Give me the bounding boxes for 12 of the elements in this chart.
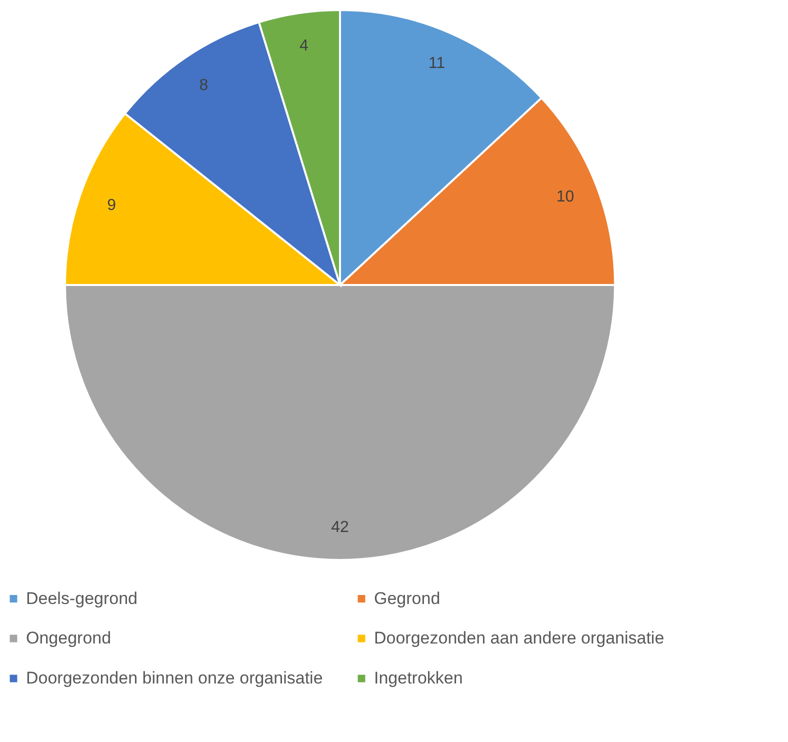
data-label: 9 bbox=[107, 197, 116, 214]
data-label: 8 bbox=[199, 77, 208, 94]
legend-label: Ongegrond bbox=[26, 628, 112, 648]
data-label: 4 bbox=[299, 38, 308, 55]
data-label: 11 bbox=[428, 55, 446, 72]
data-label: 42 bbox=[331, 519, 349, 536]
legend-label: Doorgezonden binnen onze organisatie bbox=[26, 668, 323, 688]
legend-label: Ingetrokken bbox=[374, 668, 463, 688]
legend-label: Gegrond bbox=[374, 588, 440, 608]
legend-label: Deels-gegrond bbox=[26, 588, 138, 608]
legend-label: Doorgezonden aan andere organisatie bbox=[374, 628, 664, 648]
data-label: 10 bbox=[556, 188, 574, 206]
